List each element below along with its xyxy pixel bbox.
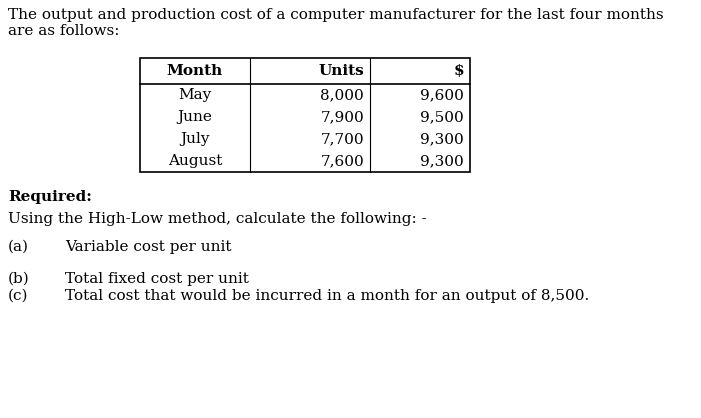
Text: 9,300: 9,300: [421, 154, 464, 168]
Text: Variable cost per unit: Variable cost per unit: [65, 240, 231, 254]
Bar: [140, 58, 470, 172]
Text: Required:: Required:: [8, 190, 92, 204]
Text: 8,000: 8,000: [320, 88, 364, 102]
Text: 7,700: 7,700: [320, 132, 364, 146]
Text: 9,600: 9,600: [420, 88, 464, 102]
Text: (b): (b): [8, 272, 29, 286]
Text: 9,500: 9,500: [421, 110, 464, 124]
Text: 7,900: 7,900: [320, 110, 364, 124]
Text: July: July: [180, 132, 210, 146]
Text: are as follows:: are as follows:: [8, 24, 119, 38]
Text: Units: Units: [318, 64, 364, 78]
Text: May: May: [178, 88, 212, 102]
Text: $: $: [454, 64, 464, 78]
Text: The output and production cost of a computer manufacturer for the last four mont: The output and production cost of a comp…: [8, 8, 664, 22]
Text: 7,600: 7,600: [320, 154, 364, 168]
Text: (a): (a): [8, 240, 29, 254]
Text: (c): (c): [8, 289, 29, 303]
Text: Month: Month: [167, 64, 223, 78]
Text: Using the High-Low method, calculate the following: -: Using the High-Low method, calculate the…: [8, 212, 427, 226]
Text: June: June: [177, 110, 212, 124]
Text: Total fixed cost per unit: Total fixed cost per unit: [65, 272, 249, 286]
Text: Total cost that would be incurred in a month for an output of 8,500.: Total cost that would be incurred in a m…: [65, 289, 590, 303]
Text: 9,300: 9,300: [421, 132, 464, 146]
Text: August: August: [168, 154, 222, 168]
